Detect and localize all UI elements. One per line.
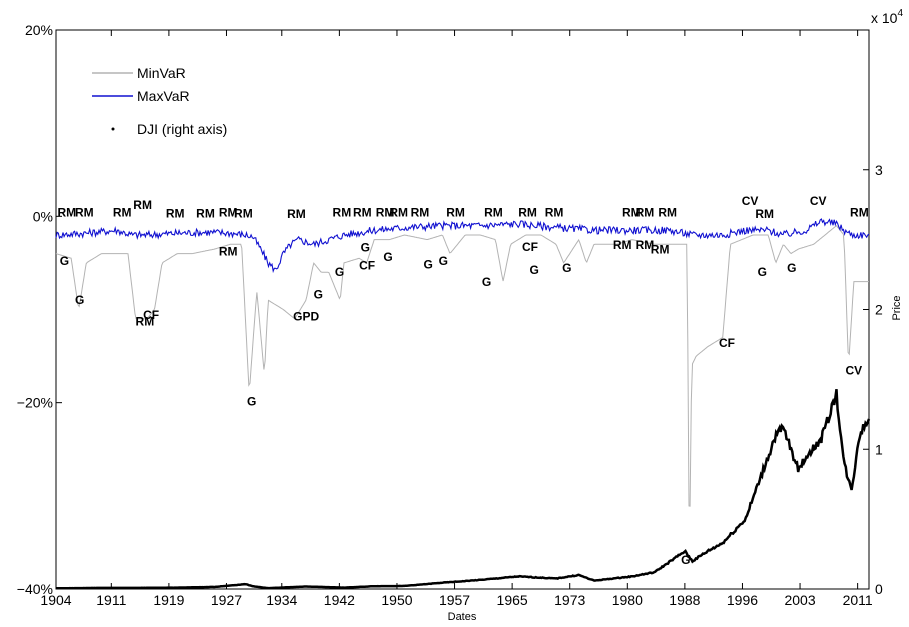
annotation-rm: RM xyxy=(376,205,395,219)
x-axis-title: Dates xyxy=(448,611,477,623)
annotation-g: G xyxy=(383,250,392,264)
annotation-rm: RM xyxy=(287,207,306,221)
annotation-rm: RM xyxy=(234,206,253,220)
axis-layer: 1904 1911 1919 1927 1934 1942 1950 1957 1965 1973… xyxy=(17,22,883,608)
annotation-rm: RM xyxy=(136,314,155,328)
y-right-tick-label: 3 xyxy=(875,162,883,178)
annotation-g: G xyxy=(530,263,539,277)
annotation-rm: RM xyxy=(196,206,215,220)
annotation-g: G xyxy=(361,241,370,255)
x-tick-label: 1934 xyxy=(266,592,297,608)
annotation-rm: RM xyxy=(651,243,670,257)
annotation-rm: RM xyxy=(850,205,869,219)
annotation-g: G xyxy=(787,261,796,275)
annotation-g: G xyxy=(60,254,69,268)
annotation-rm: RM xyxy=(133,198,152,212)
annotation-rm: RM xyxy=(113,205,132,219)
y-left-tick-label: 20% xyxy=(25,22,53,38)
right-axis-exponent: x 104 xyxy=(871,8,903,26)
exponent-power: 4 xyxy=(897,8,903,19)
y-right-tick-label: 1 xyxy=(875,441,883,457)
exponent-base: x 10 xyxy=(871,10,898,26)
annotation-g: G xyxy=(335,265,344,279)
annotation-g: G xyxy=(482,275,491,289)
x-tick-label: 2011 xyxy=(843,592,873,608)
x-tick-label: 1942 xyxy=(324,592,355,608)
y-left-tick-label: 0% xyxy=(33,208,53,224)
legend-dji-marker xyxy=(111,127,115,131)
x-tick-label: 1919 xyxy=(153,592,184,608)
annotation-gpd: GPD xyxy=(293,310,319,324)
x-tick-label: 1980 xyxy=(612,592,643,608)
series-layer xyxy=(55,218,871,590)
plot-area xyxy=(55,29,870,590)
annotation-rm: RM xyxy=(333,205,352,219)
annotation-cf: CF xyxy=(359,258,375,272)
annotation-rm: RM xyxy=(545,205,564,219)
annotation-cv: CV xyxy=(846,364,863,378)
annotation-rm: RM xyxy=(613,238,632,252)
annotation-rm: RM xyxy=(484,205,503,219)
annotation-rm: RM xyxy=(622,205,641,219)
annotation-cv: CV xyxy=(810,194,827,208)
annotation-rm: RM xyxy=(75,205,94,219)
annotation-rm: RM xyxy=(658,205,677,219)
annotation-cf: CF xyxy=(522,240,538,254)
annotation-rm: RM xyxy=(755,207,774,221)
annotation-g: G xyxy=(314,287,323,301)
x-tick-label: 1957 xyxy=(439,592,470,608)
x-tick-label: 1988 xyxy=(669,592,700,608)
y-right-tick-label: 2 xyxy=(875,302,883,318)
legend-minvar-label: MinVaR xyxy=(137,65,186,81)
x-tick-label: 1973 xyxy=(554,592,585,608)
legend: MinVaR MaxVaR DJI (right axis) xyxy=(92,65,227,137)
x-tick-label: 1965 xyxy=(497,592,528,608)
annotation-cf: CF xyxy=(143,308,159,322)
annotation-rm: RM xyxy=(636,205,655,219)
annotation-g: G xyxy=(423,258,432,272)
annotation-rm: RM xyxy=(219,244,238,258)
x-tick-label: 1911 xyxy=(96,592,126,608)
x-tick-label: 1950 xyxy=(381,592,412,608)
annotation-g: G xyxy=(758,265,767,279)
annotation-cv: CV xyxy=(742,194,759,208)
annotation-g: G xyxy=(439,254,448,268)
x-tick-label: 1904 xyxy=(40,592,71,608)
annotation-g: G xyxy=(75,293,84,307)
x-tick-label: 1996 xyxy=(727,592,758,608)
y-left-tick-label: −20% xyxy=(17,395,53,411)
y-left-tick-label: −40% xyxy=(17,581,53,597)
annotation-g: G xyxy=(681,553,690,567)
y-right-tick-label: 0 xyxy=(875,581,883,597)
annotation-rm: RM xyxy=(389,205,408,219)
annotation-rm: RM xyxy=(166,206,185,220)
annotation-rm: RM xyxy=(411,205,430,219)
annotation-rm: RM xyxy=(518,205,537,219)
legend-dji-label: DJI (right axis) xyxy=(137,121,227,137)
annotation-g: G xyxy=(247,394,256,408)
x-tick-label: 2003 xyxy=(784,592,815,608)
annotation-rm: RM xyxy=(636,238,655,252)
annotation-cf: CF xyxy=(719,336,735,350)
annotation-g: G xyxy=(562,261,571,275)
series-dji-right-axis xyxy=(56,389,871,590)
series-minvar xyxy=(55,224,869,507)
annotation-rm: RM xyxy=(58,205,77,219)
right-axis-title: Price xyxy=(891,295,903,320)
annotation-rm: RM xyxy=(353,205,372,219)
annotation-rm: RM xyxy=(219,205,238,219)
x-tick-label: 1927 xyxy=(211,592,242,608)
series-maxvar xyxy=(55,218,870,274)
legend-maxvar-label: MaxVaR xyxy=(137,88,190,104)
annotation-rm: RM xyxy=(446,205,465,219)
